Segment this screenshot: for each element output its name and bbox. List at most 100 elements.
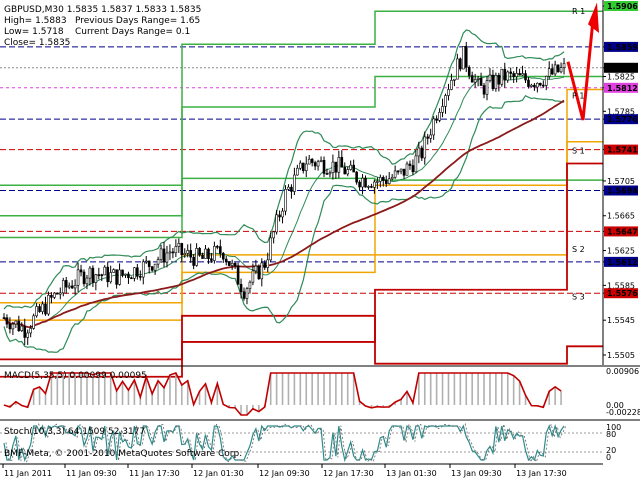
macd-bar [548, 391, 551, 405]
candle [150, 266, 154, 272]
pivot-label: S 3 [572, 293, 585, 302]
candle [453, 78, 456, 87]
macd-bar [86, 373, 88, 405]
price-tick: 1.5859 [603, 41, 638, 52]
macd-bar [495, 373, 497, 405]
candle [118, 263, 121, 286]
candle [476, 75, 480, 87]
candle [426, 133, 430, 145]
price-tick: 1.5545 [603, 316, 635, 325]
macd-bar [234, 405, 236, 408]
candle [201, 252, 204, 259]
candle [485, 76, 489, 101]
time-tick: 12 Jan 09:30 [257, 464, 310, 478]
candle [82, 269, 86, 287]
candle [53, 292, 56, 300]
macd-panel [3, 372, 562, 416]
macd-bar [92, 374, 94, 405]
price-tick-label: 1.5859 [607, 43, 638, 52]
macd-bar [406, 391, 408, 405]
macd-bar [80, 373, 82, 405]
forecast-arrow [566, 2, 599, 121]
macd-bar [471, 373, 473, 405]
macd-bar [74, 373, 76, 405]
macd-bar [68, 373, 70, 405]
time-tick: 13 Jan 09:30 [449, 464, 502, 478]
price-tick: 1.5776 [603, 114, 638, 125]
macd-bar [346, 373, 349, 405]
candle [11, 321, 15, 335]
candle [233, 262, 237, 269]
macd-bar [453, 373, 456, 405]
macd-bar [228, 405, 230, 408]
candle [17, 315, 21, 332]
time-axis[interactable]: 11 Jan 2011 11 Jan 09:30 11 Jan 17:30 12 Ja… [2, 464, 567, 478]
candle [293, 167, 296, 195]
macd-bar [103, 373, 106, 405]
macd-bar [252, 405, 254, 409]
candle [370, 183, 373, 189]
macd-bar [394, 402, 396, 405]
candle [444, 93, 447, 114]
candle [230, 259, 234, 270]
candlesticks [2, 41, 566, 346]
candle [358, 180, 361, 191]
macd-bar [109, 373, 112, 405]
candle [396, 170, 400, 175]
macd-bar [311, 373, 313, 405]
time-tick: 13 Jan 17:30 [514, 464, 567, 478]
candle [195, 243, 198, 267]
candle [322, 156, 326, 178]
macd-bar [204, 383, 207, 405]
stoch-axis-0: 0 [606, 453, 611, 462]
candle [423, 131, 427, 165]
time-tick-label: 12 Jan 09:30 [259, 469, 310, 478]
candle [156, 256, 160, 269]
price-tick-label: 1.5825 [607, 72, 635, 81]
candle [64, 276, 68, 294]
macd-bar [246, 405, 248, 415]
price-tick-label: 1.5625 [607, 247, 635, 256]
candle [251, 263, 255, 286]
price-tick: 1.5505 [603, 351, 635, 360]
pivot-lines [0, 10, 603, 378]
candle [379, 174, 382, 188]
candle [153, 263, 157, 275]
candle [242, 287, 246, 301]
candle [304, 156, 308, 178]
candle [192, 254, 195, 270]
price-panel [0, 0, 640, 365]
candle [26, 329, 30, 345]
candle [221, 251, 225, 263]
macd-bar [115, 390, 118, 405]
price-tick: 1.5812 [603, 82, 638, 93]
macd-bar [560, 390, 562, 405]
curr-range-label: Current Days Range= 0.1 [75, 27, 190, 37]
candle [224, 255, 228, 266]
candle [313, 160, 317, 171]
candle [168, 244, 172, 260]
price-tick-label: 1.5906 [607, 2, 638, 11]
candle [450, 73, 453, 91]
candle [325, 168, 329, 175]
pivot-label: P 1 [572, 92, 584, 101]
candle [527, 77, 530, 89]
macd-bar [483, 373, 485, 405]
moving-average [3, 99, 565, 329]
candle [559, 62, 563, 74]
price-tick-label: 1.5576 [607, 289, 638, 298]
candle [414, 149, 418, 173]
candle [393, 165, 397, 179]
price-axis[interactable]: 1.59061.58591.58351.58251.58121.57851.57… [603, 1, 638, 360]
candle [61, 277, 65, 297]
macd-bar [429, 373, 432, 405]
candle [562, 57, 566, 75]
macd-bar [418, 373, 420, 405]
price-tick: 1.5785 [603, 107, 635, 116]
candle [239, 278, 243, 299]
price-tick-label: 1.5741 [607, 146, 638, 155]
candle [162, 241, 166, 268]
candle [44, 296, 47, 316]
price-tick-label: 1.5665 [607, 212, 635, 221]
